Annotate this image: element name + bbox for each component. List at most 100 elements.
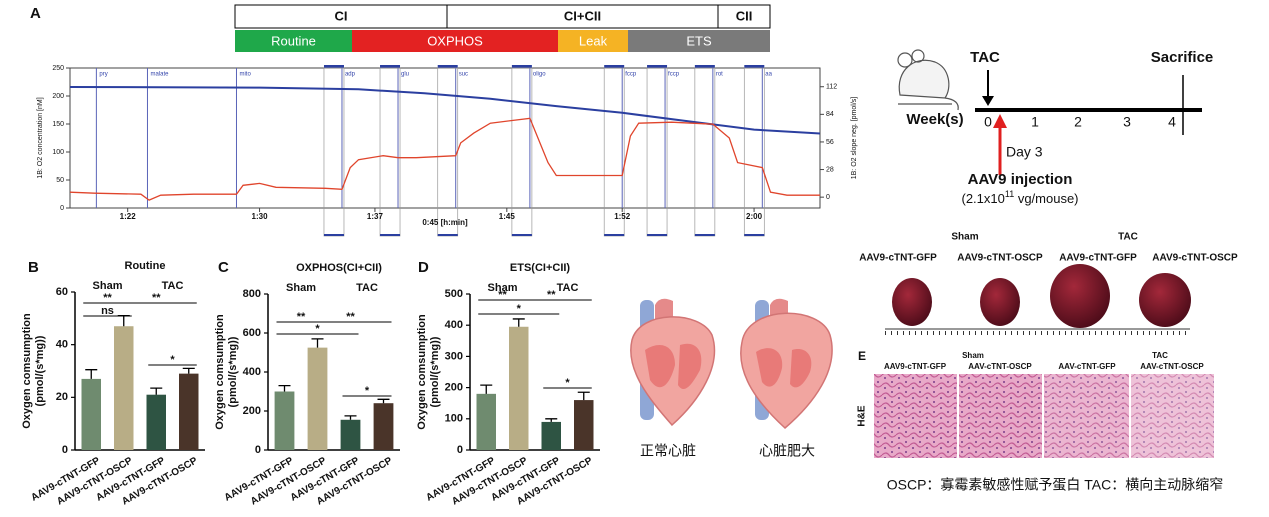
y-tick-label: 0 — [255, 444, 261, 456]
x-tick-label: 1:37 — [367, 212, 384, 221]
heart-label: 心脏肥大 — [759, 443, 815, 459]
photo-label: AAV9-cTNT-OSCP — [1152, 253, 1238, 264]
state-label: Leak — [579, 33, 608, 48]
photo-group: Sham — [951, 232, 978, 243]
bar — [509, 326, 529, 450]
x-tick-label: 1:45 — [499, 212, 516, 221]
group-label: Sham — [93, 280, 123, 292]
y-axis-label: (pmol/(s*mg)) — [227, 336, 239, 407]
histology-label: AAV-cTNT-OSCP — [1140, 362, 1204, 371]
histology-group: TAC — [1152, 351, 1168, 360]
bar — [114, 326, 134, 450]
chart-title: ETS(CI+CII) — [510, 262, 571, 274]
chart-title: OXPHOS(CI+CII) — [296, 262, 382, 274]
event-marker — [437, 234, 458, 236]
group-label: TAC — [557, 282, 579, 294]
event-marker — [323, 234, 344, 236]
event-label: oligo — [533, 72, 546, 78]
event-marker — [694, 234, 715, 236]
data-line — [69, 86, 821, 135]
y-tick-label: 0 — [457, 444, 463, 456]
bar — [81, 378, 101, 450]
state-box — [352, 30, 558, 52]
y-tick-label: 60 — [56, 286, 68, 298]
bar — [307, 347, 328, 450]
y-tick-label: 200 — [52, 93, 64, 100]
event-marker — [647, 65, 668, 68]
event-label: fccp — [625, 72, 637, 78]
y-tick-label: 400 — [243, 366, 261, 378]
panel-label: B — [28, 259, 39, 276]
y2-tick-label: 28 — [826, 166, 834, 173]
histology-label: AAV9-cTNT-GFP — [884, 362, 947, 371]
event-label: aa — [765, 72, 772, 78]
significance-label: ** — [152, 292, 161, 304]
timeline-label: TAC — [970, 49, 1000, 66]
footnote: OSCP：寡霉素敏感性赋予蛋白 TAC：横向主动脉缩窄 — [887, 477, 1224, 493]
state-label: Routine — [271, 33, 316, 48]
y2-tick-label: 0 — [826, 194, 830, 201]
timeline-axis-label: Week(s) — [906, 111, 963, 128]
state-box — [235, 30, 352, 52]
photo-label: AAV9-cTNT-GFP — [1059, 253, 1137, 264]
event-marker — [380, 234, 401, 236]
significance-label: ** — [103, 292, 112, 304]
state-label: OXPHOS — [427, 33, 483, 48]
y-tick-label: 20 — [56, 391, 68, 403]
bar — [373, 403, 394, 450]
event-marker — [323, 65, 344, 68]
event-label: mito — [239, 72, 251, 78]
y-tick-label: 200 — [243, 405, 261, 417]
event-label: malate — [150, 72, 169, 78]
hypertrophic-heart — [740, 298, 833, 430]
histology-images — [872, 372, 1216, 460]
y2-tick-label: 84 — [826, 111, 834, 118]
panel-label: A — [30, 5, 41, 22]
heart-label: 正常心脏 — [640, 443, 696, 459]
dose-exponent: 11 — [1005, 189, 1014, 199]
x-tick-label: 1:22 — [120, 212, 137, 221]
photo-label: AAV9-cTNT-OSCP — [957, 253, 1043, 264]
error-bar — [545, 418, 558, 422]
y-tick-label: 150 — [52, 121, 64, 128]
y-tick-label: 0 — [62, 444, 68, 456]
panel-label: C — [218, 259, 229, 276]
error-bar — [278, 385, 291, 392]
y-axis-label: Oxygen comsumption — [214, 314, 226, 430]
photo-label: AAV9-cTNT-GFP — [859, 253, 937, 264]
significance-label: ns — [101, 305, 114, 317]
event-label: pry — [99, 72, 107, 78]
normal-heart — [630, 298, 716, 427]
significance-label: * — [365, 385, 370, 397]
group-label: TAC — [162, 280, 184, 292]
plot-frame — [69, 67, 821, 209]
event-marker — [694, 65, 715, 68]
error-bar — [117, 315, 130, 327]
week-label: 4 — [1168, 114, 1176, 130]
y-tick-label: 100 — [52, 149, 64, 156]
group-label: Sham — [488, 282, 518, 294]
histology-label: AAV-cTNT-OSCP — [968, 362, 1032, 371]
stain-label: H&E — [857, 405, 868, 426]
mouse-icon — [897, 49, 959, 111]
phase-label: CI — [335, 8, 348, 23]
histology-label: AAV-cTNT-GFP — [1058, 362, 1116, 371]
dose-text: (2.1x10 — [961, 191, 1004, 206]
bar — [274, 391, 295, 450]
injection-arrow-head — [993, 114, 1007, 128]
error-bar — [150, 387, 163, 395]
bar — [574, 400, 594, 450]
event-marker — [744, 65, 765, 68]
error-bar — [344, 415, 357, 420]
group-label: Sham — [286, 282, 316, 294]
y-tick-label: 100 — [445, 413, 463, 425]
event-window — [646, 67, 668, 237]
x-tick-label: 2:00 — [746, 212, 763, 221]
x-tick-label: 1:30 — [252, 212, 269, 221]
event-window — [511, 67, 533, 237]
significance-label: ** — [297, 311, 306, 323]
y-tick-label: 50 — [56, 177, 64, 184]
event-label: suc — [459, 72, 468, 78]
bar — [179, 373, 199, 450]
error-bar — [512, 318, 525, 327]
